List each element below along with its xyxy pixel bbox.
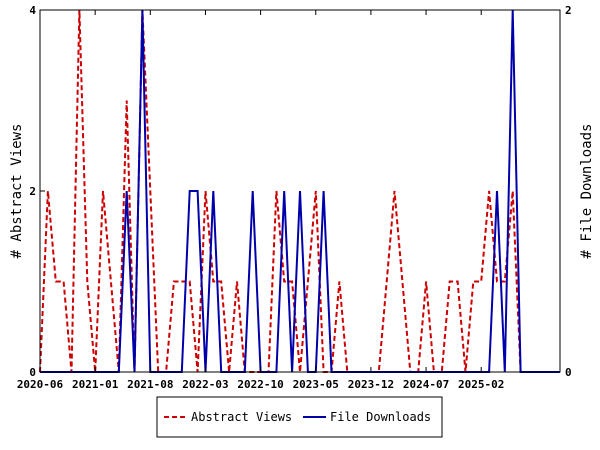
x-tick-label: 2021-08 bbox=[127, 378, 173, 391]
axis-ticks: 2020-06 2021-01 2021-08 2022-03 2022-10 2023-… bbox=[17, 4, 572, 391]
x-tick-label: 2021-01 bbox=[72, 378, 119, 391]
x-tick-label: 2025-02 bbox=[458, 378, 504, 391]
x-tick-label: 2023-12 bbox=[348, 378, 394, 391]
series-line-abstract-views bbox=[39, 9, 522, 373]
x-tick-label: 2020-06 bbox=[17, 378, 64, 391]
y-left-tick-label: 2 bbox=[29, 185, 36, 198]
legend-label-file-downloads: File Downloads bbox=[330, 410, 431, 424]
x-tick-label: 2022-10 bbox=[237, 378, 283, 391]
y-left-tick-label: 0 bbox=[29, 366, 36, 379]
y-axis-right-title: # File Downloads bbox=[579, 124, 595, 259]
series-line-file-downloads bbox=[40, 9, 560, 373]
x-tick-label: 2022-03 bbox=[182, 378, 228, 391]
x-tick-label: 2023-05 bbox=[293, 378, 339, 391]
y-right-tick-label: 0 bbox=[565, 366, 572, 379]
x-tick-label: 2024-07 bbox=[403, 378, 449, 391]
y-axis-left-title: # Abstract Views bbox=[9, 124, 25, 259]
legend-box bbox=[156, 396, 443, 438]
series-layer bbox=[39, 9, 560, 373]
legend-label-abstract-views: Abstract Views bbox=[191, 410, 292, 424]
legend: Abstract Views File Downloads bbox=[156, 396, 443, 438]
y-left-tick-label: 4 bbox=[29, 4, 36, 17]
y-right-tick-label: 2 bbox=[565, 4, 572, 17]
